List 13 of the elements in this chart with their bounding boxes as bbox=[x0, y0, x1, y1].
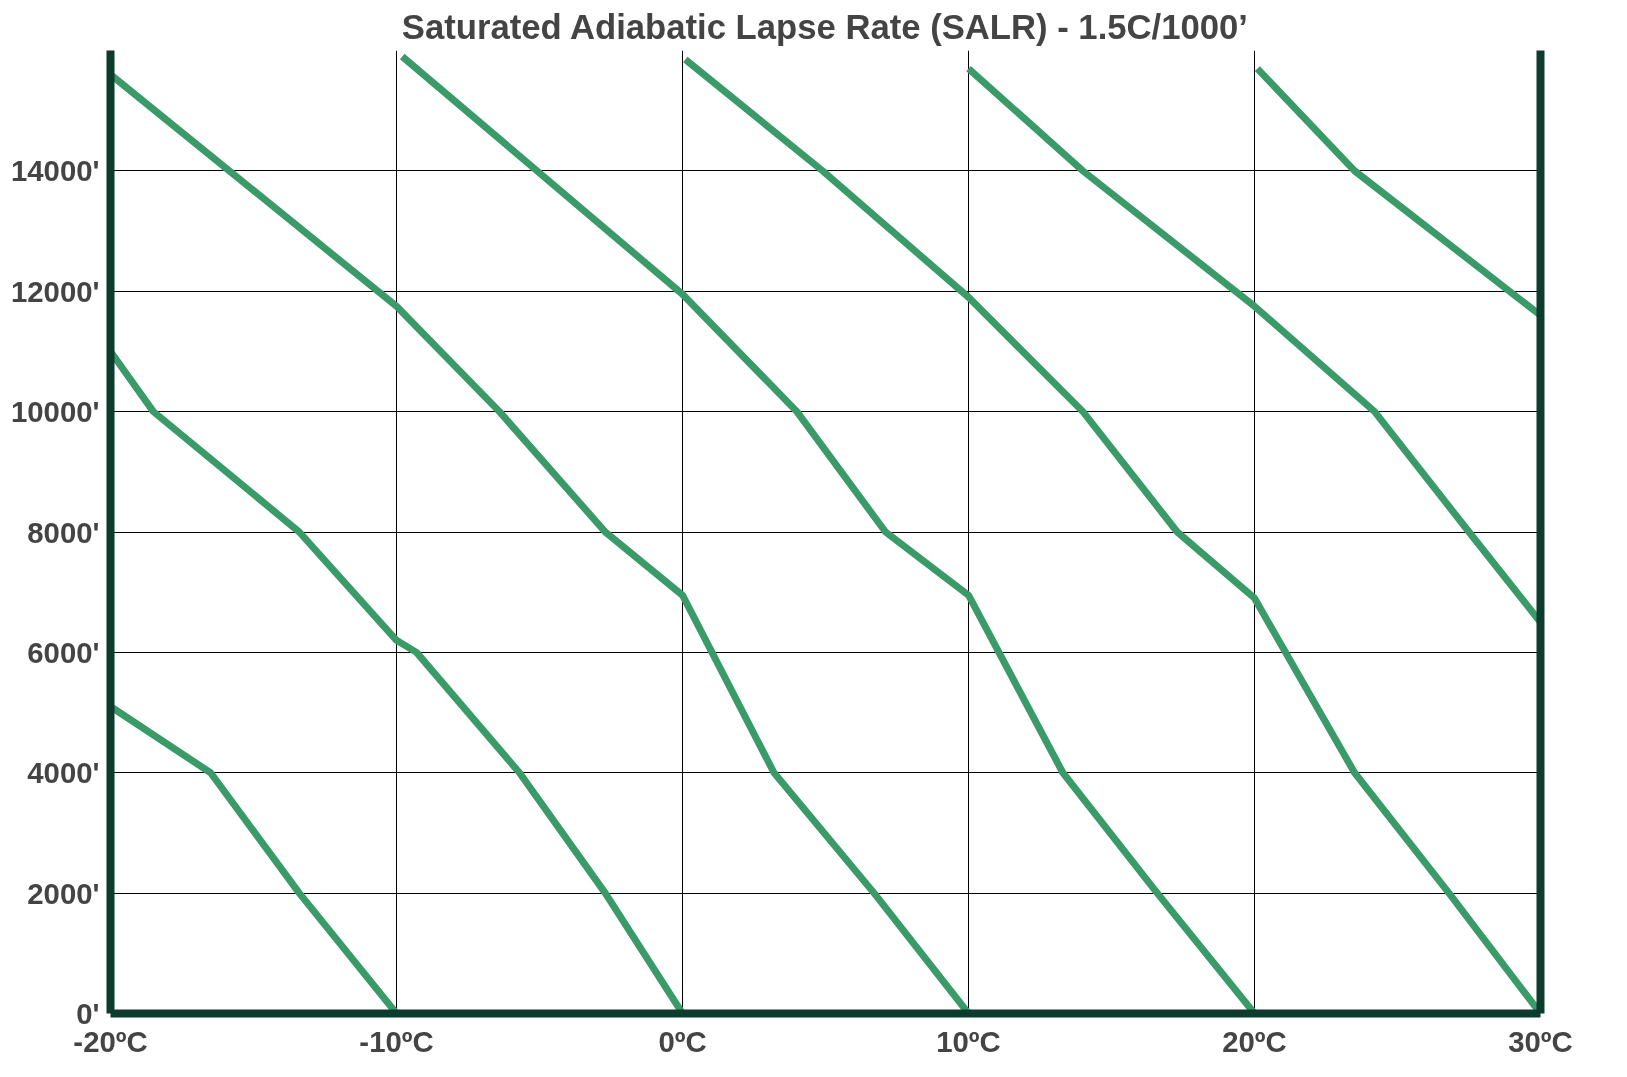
y-tick-label: 14000' bbox=[10, 154, 100, 188]
y-tick-label: 2000' bbox=[27, 876, 100, 910]
x-tick-label: -10ºC bbox=[359, 1024, 434, 1058]
x-tick-label: 30ºC bbox=[1508, 1024, 1573, 1058]
y-tick-label: 10000' bbox=[10, 395, 100, 429]
chart-title: Saturated Adiabatic Lapse Rate (SALR) - 1.5C/1000’ bbox=[401, 7, 1248, 46]
x-tick-label: 0ºC bbox=[658, 1024, 707, 1058]
x-tick-label: 10ºC bbox=[936, 1024, 1001, 1058]
y-tick-label: 12000' bbox=[10, 274, 100, 308]
y-tick-label: 8000' bbox=[27, 515, 100, 549]
x-tick-label: 20ºC bbox=[1222, 1024, 1287, 1058]
y-tick-label: 6000' bbox=[27, 635, 100, 669]
y-tick-label: 4000' bbox=[27, 756, 100, 790]
